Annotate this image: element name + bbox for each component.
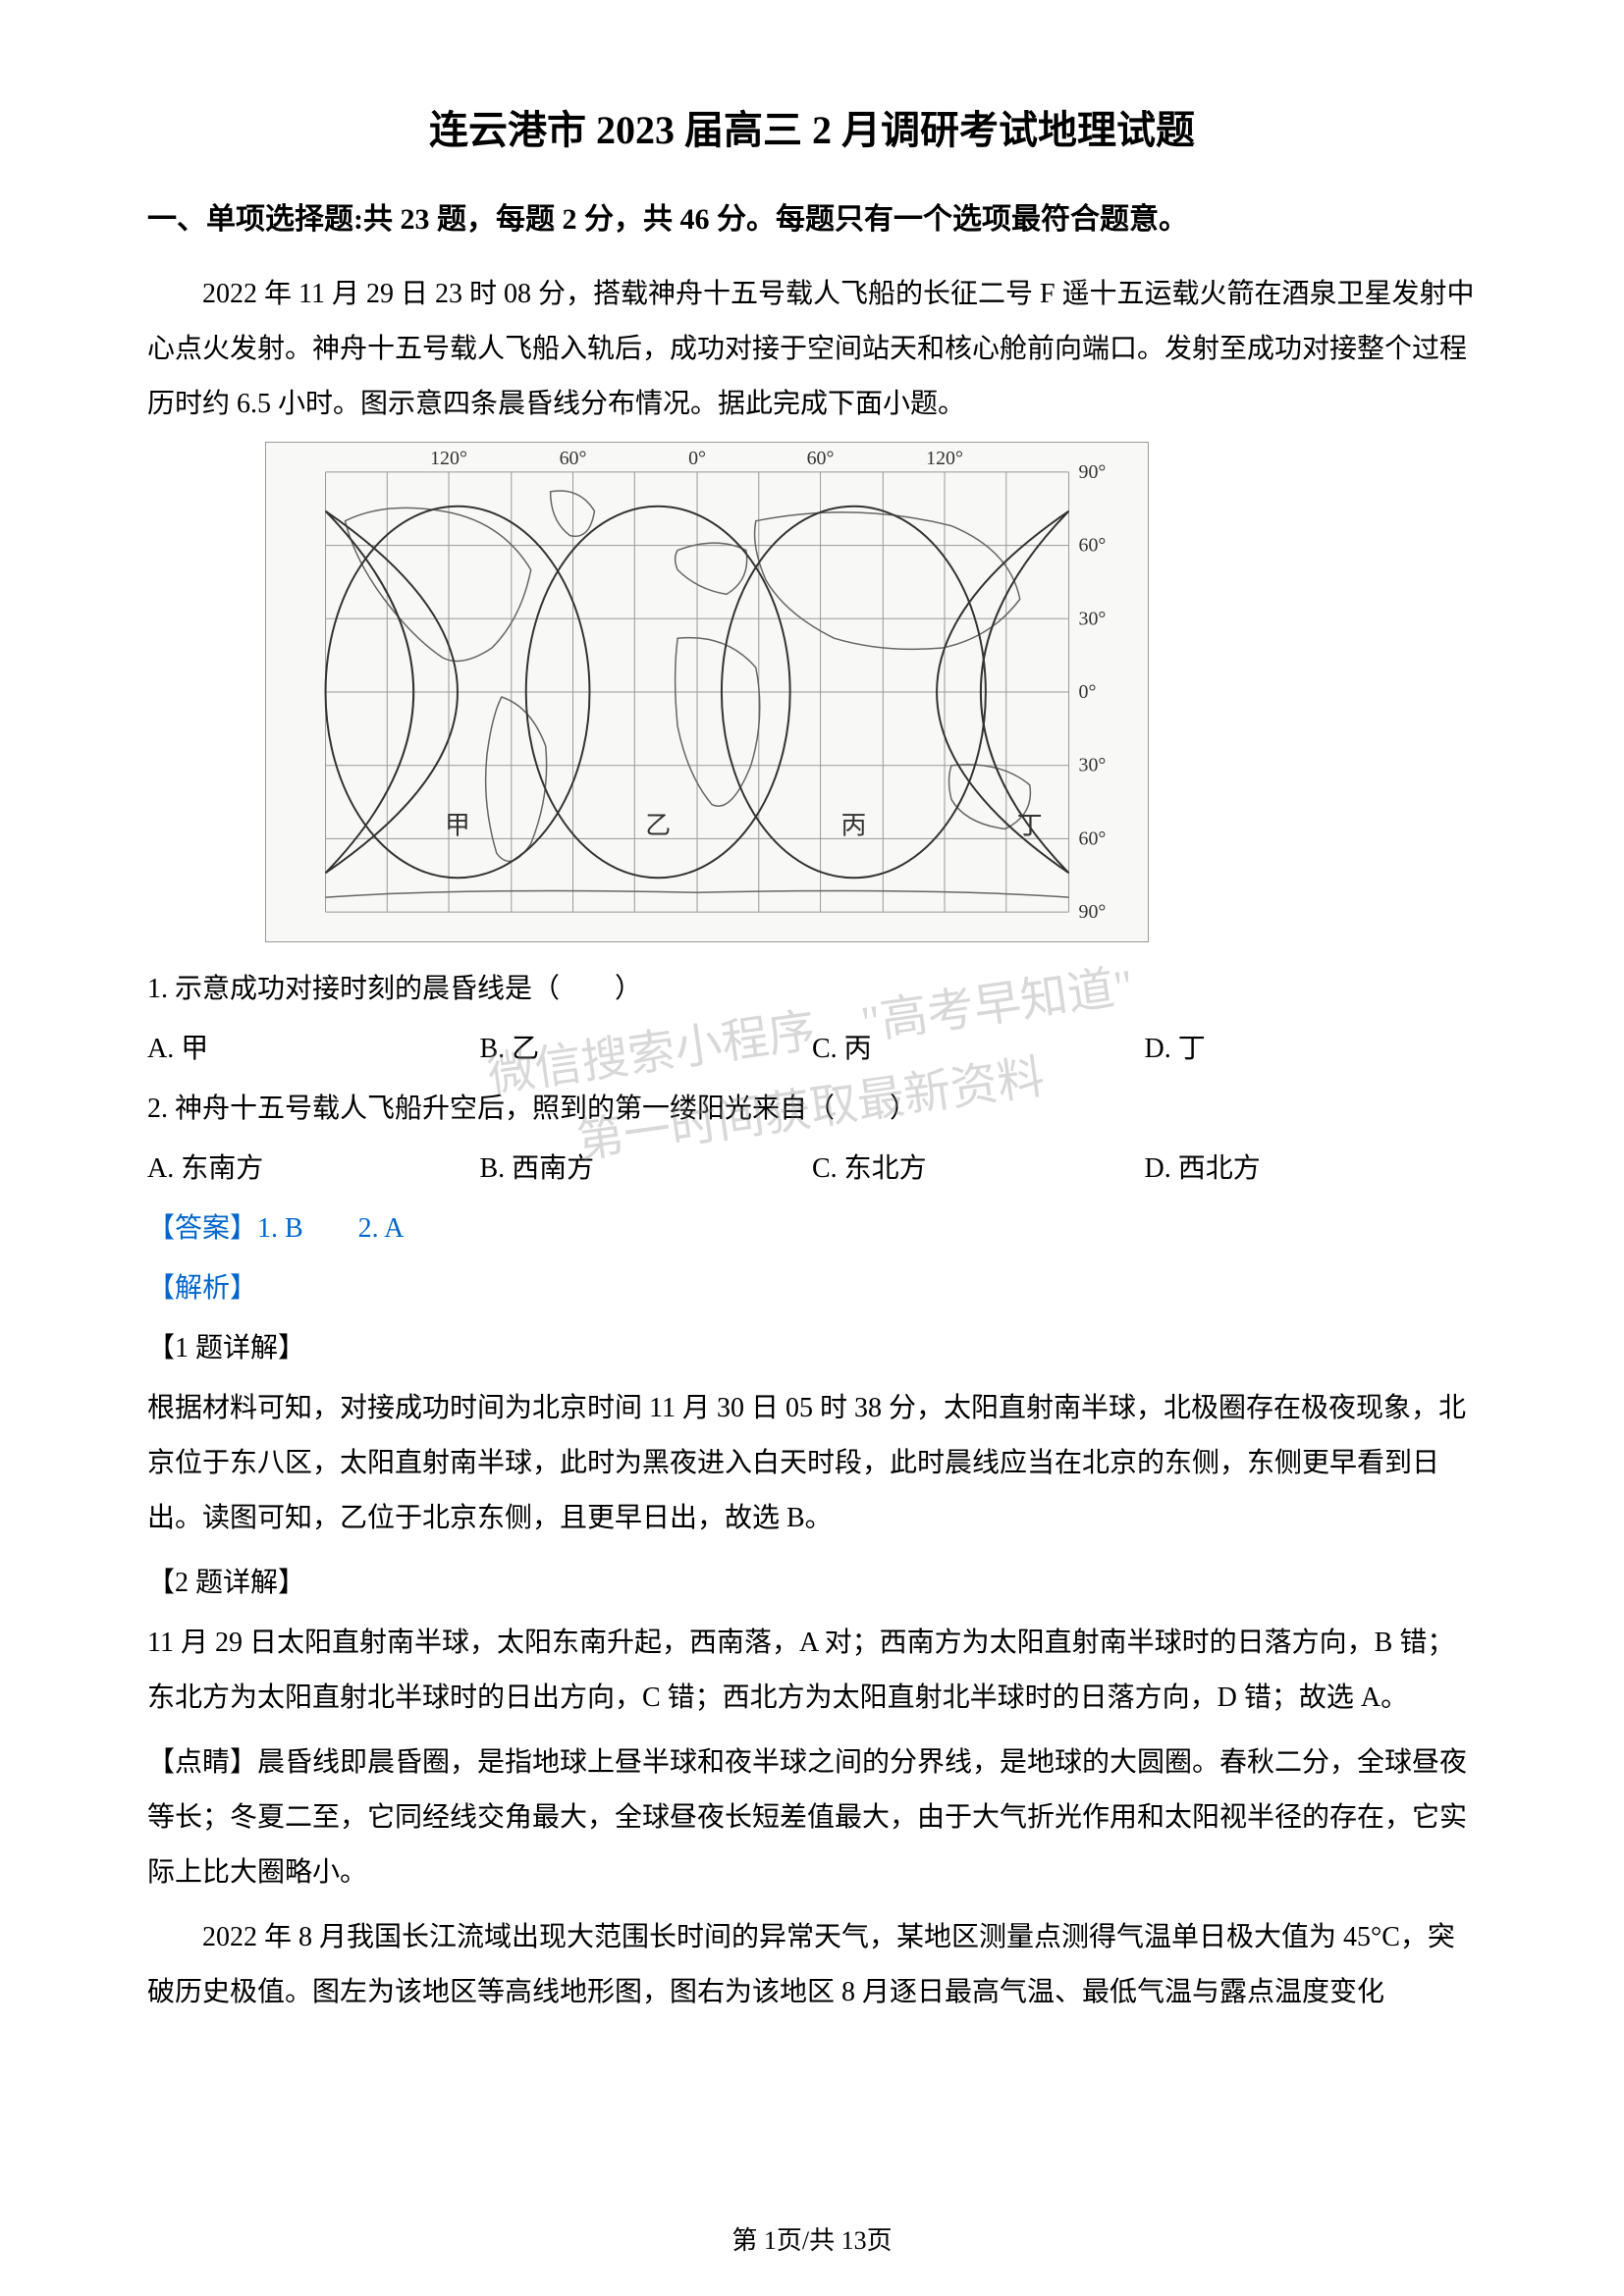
lat-label: 0° bbox=[1079, 681, 1097, 703]
q1-options: A. 甲 B. 乙 C. 丙 D. 丁 bbox=[147, 1022, 1477, 1077]
exam-title: 连云港市 2023 届高三 2 月调研考试地理试题 bbox=[147, 98, 1477, 155]
lat-label: 60° bbox=[1079, 828, 1107, 849]
point-text: 【点睛】晨昏线即晨昏圈，是指地球上昼半球和夜半球之间的分界线，是地球的大圆圈。春… bbox=[147, 1735, 1477, 1900]
q1-option-c: C. 丙 bbox=[812, 1022, 1145, 1077]
map-svg: 120° 60° 0° 60° 120° 90° 60° 30° 0° 30° … bbox=[266, 443, 1148, 941]
page-footer: 第 1页/共 13页 bbox=[0, 2220, 1624, 2257]
world-map-figure: 120° 60° 0° 60° 120° 90° 60° 30° 0° 30° … bbox=[265, 442, 1149, 942]
detail1-text: 根据材料可知，对接成功时间为北京时间 11 月 30 日 05 时 38 分，太… bbox=[147, 1381, 1477, 1546]
lat-label: 30° bbox=[1079, 608, 1107, 629]
answer-line: 【答案】1. B 2. A bbox=[147, 1201, 1477, 1256]
q2-options: A. 东南方 B. 西南方 C. 东北方 D. 西北方 bbox=[147, 1142, 1477, 1197]
lat-label: 60° bbox=[1079, 535, 1107, 557]
arc-label-jia: 甲 bbox=[445, 811, 470, 839]
intro2-paragraph: 2022 年 8 月我国长江流域出现大范围长时间的异常天气，某地区测量点测得气温… bbox=[147, 1910, 1477, 2020]
q2-option-c: C. 东北方 bbox=[812, 1142, 1145, 1197]
detail2-text: 11 月 29 日太阳直射南半球，太阳东南升起，西南落，A 对；西南方为太阳直射… bbox=[147, 1616, 1477, 1726]
lon-label: 120° bbox=[926, 448, 963, 469]
q1-stem: 1. 示意成功对接时刻的晨昏线是（ ） bbox=[147, 962, 1477, 1017]
lat-label: 30° bbox=[1079, 755, 1107, 776]
lon-label: 60° bbox=[560, 448, 587, 469]
lon-label: 0° bbox=[688, 448, 706, 469]
q2-option-b: B. 西南方 bbox=[480, 1142, 813, 1197]
arc-label-ding: 丁 bbox=[1017, 811, 1043, 839]
lon-label: 120° bbox=[430, 448, 467, 469]
detail1-header: 【1 题详解】 bbox=[147, 1321, 1477, 1376]
q1-option-a: A. 甲 bbox=[147, 1022, 480, 1077]
arc-label-bing: 丙 bbox=[840, 811, 866, 839]
analysis-label: 【解析】 bbox=[147, 1261, 1477, 1316]
arc-label-yi: 乙 bbox=[645, 811, 671, 839]
q1-option-d: D. 丁 bbox=[1145, 1022, 1478, 1077]
section-header: 一、单项选择题:共 23 题，每题 2 分，共 46 分。每题只有一个选项最符合… bbox=[147, 194, 1477, 238]
lon-label: 60° bbox=[807, 448, 835, 469]
lat-label: 90° bbox=[1079, 461, 1107, 483]
q2-stem: 2. 神舟十五号载人飞船升空后，照到的第一缕阳光来自（ ） bbox=[147, 1082, 1477, 1137]
intro-paragraph: 2022 年 11 月 29 日 23 时 08 分，搭载神舟十五号载人飞船的长… bbox=[147, 267, 1477, 432]
q2-option-d: D. 西北方 bbox=[1145, 1142, 1478, 1197]
lat-label: 90° bbox=[1079, 901, 1107, 923]
q2-option-a: A. 东南方 bbox=[147, 1142, 480, 1197]
detail2-header: 【2 题详解】 bbox=[147, 1556, 1477, 1611]
q1-option-b: B. 乙 bbox=[480, 1022, 813, 1077]
